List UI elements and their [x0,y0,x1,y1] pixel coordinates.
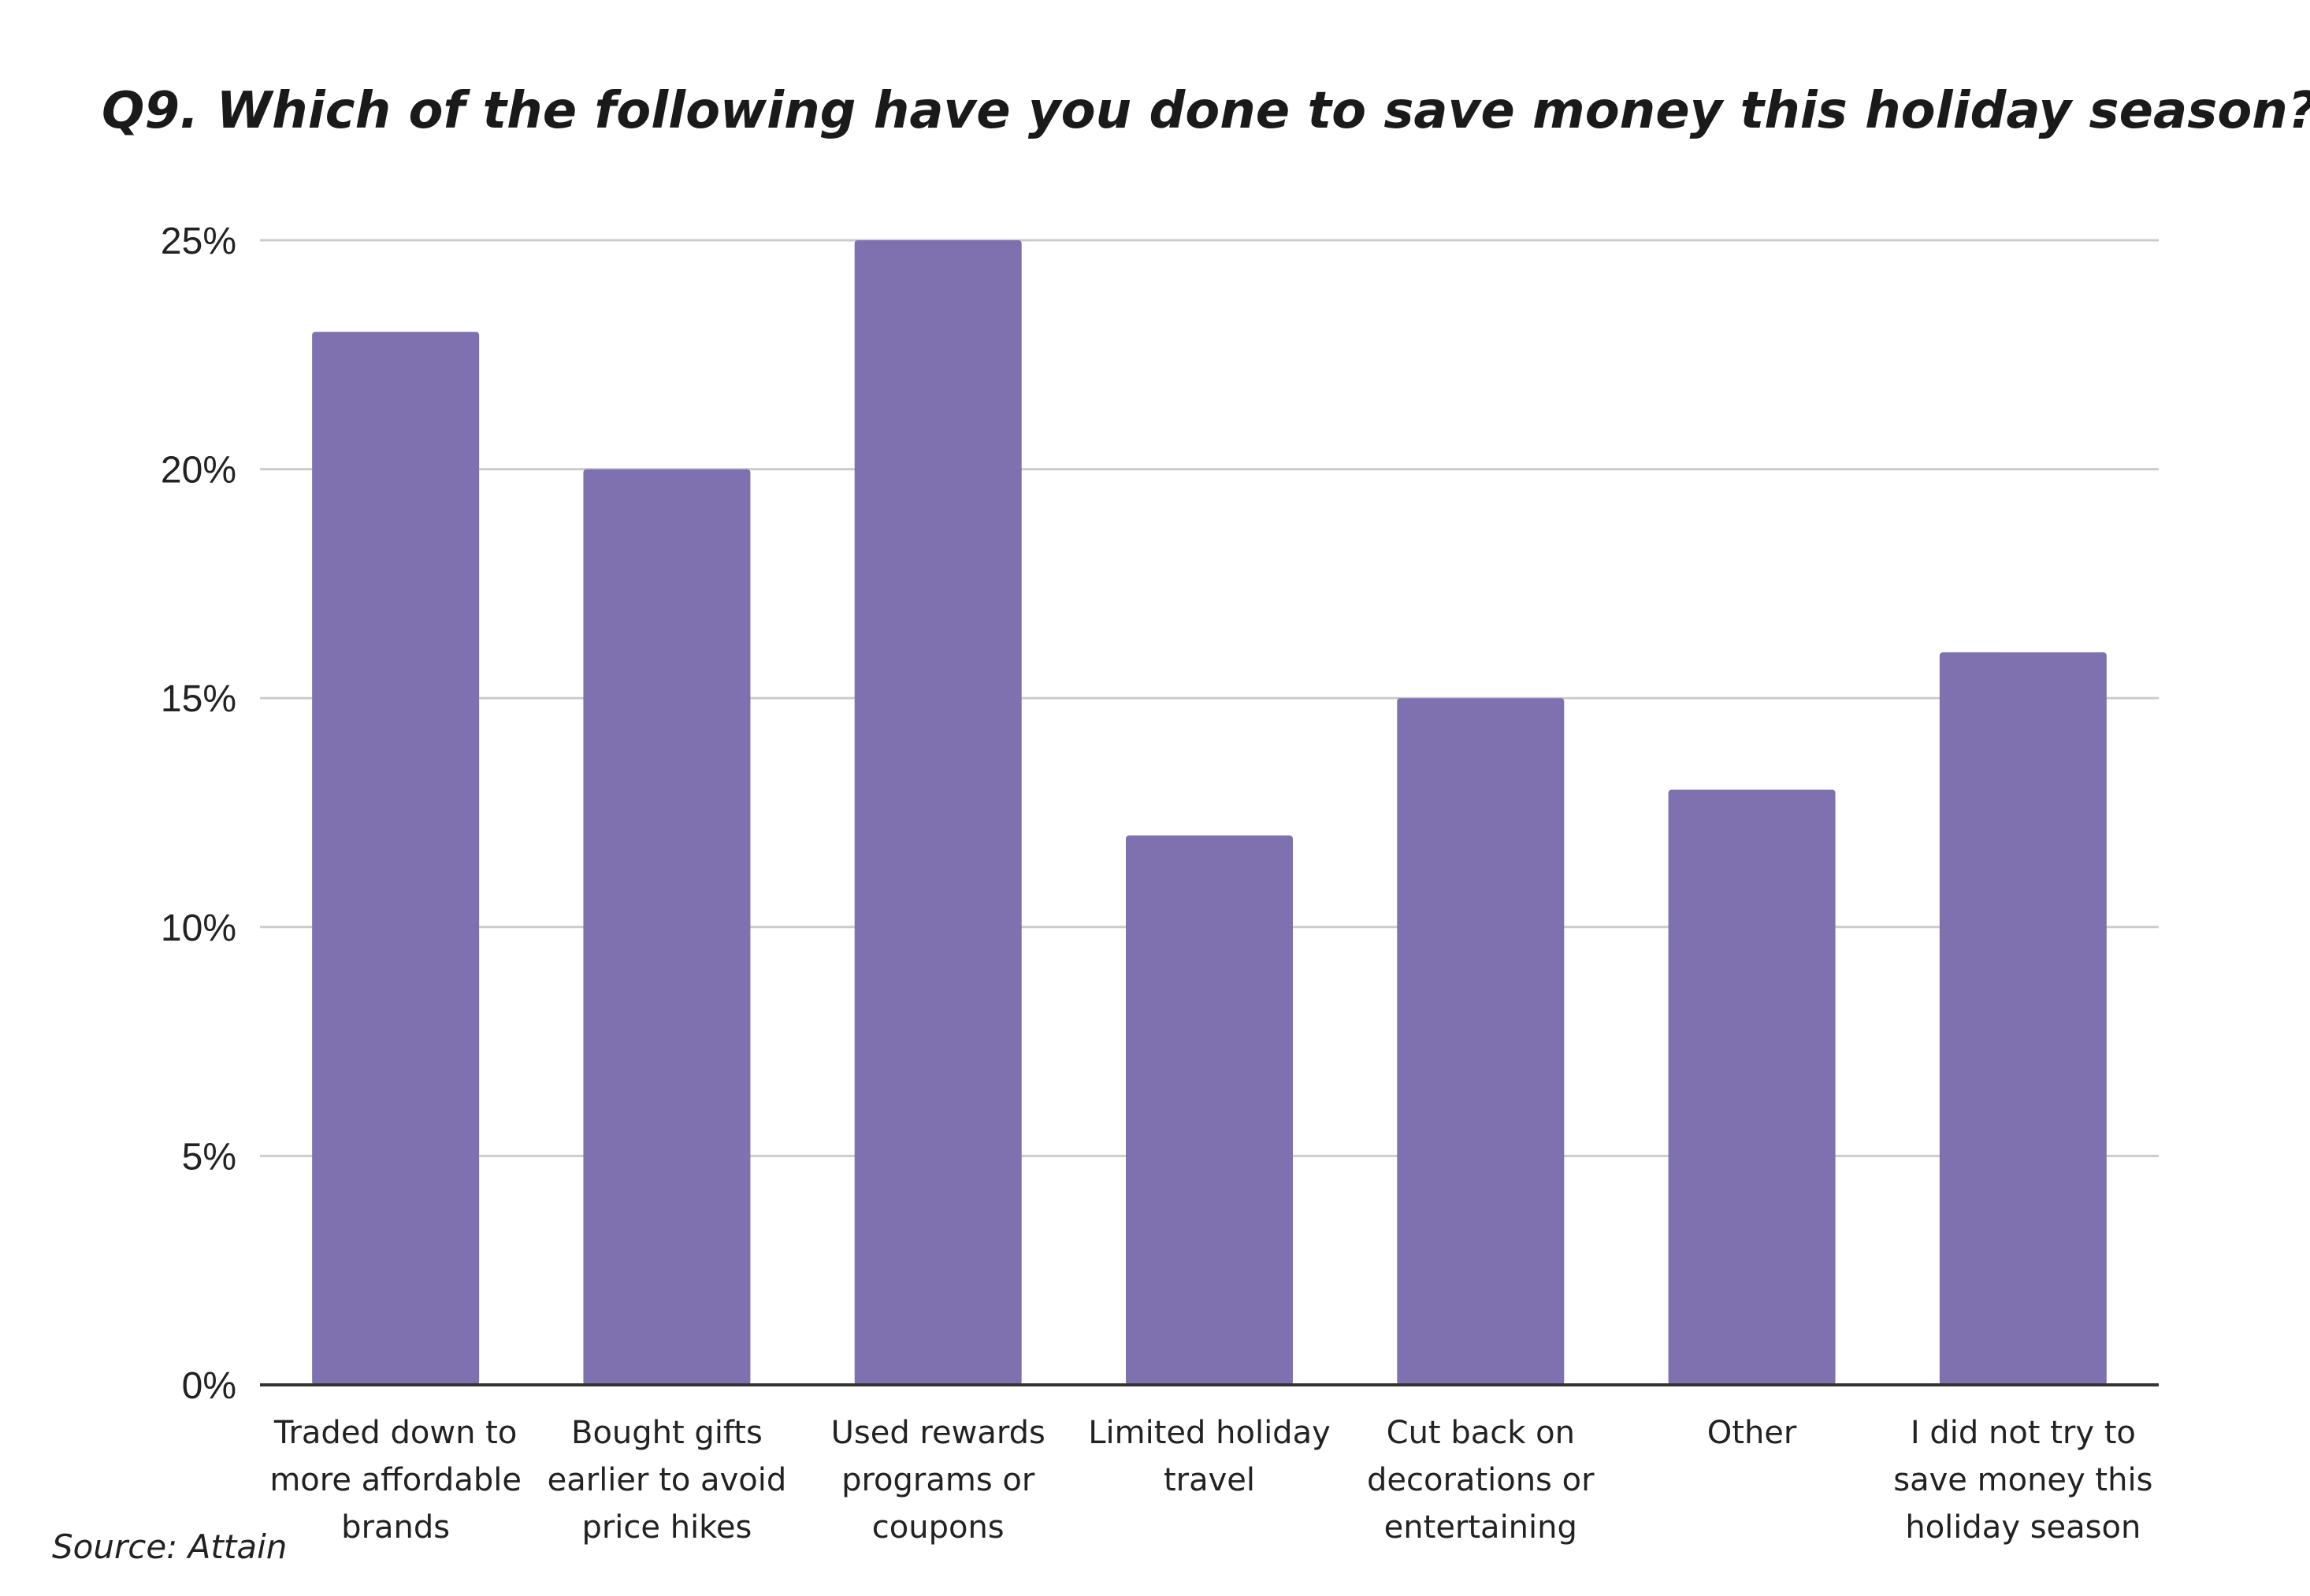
x-category-label-line: Limited holiday [1088,1415,1331,1451]
x-category-label-line: more affordable [269,1462,522,1498]
y-tick-label: 20% [161,450,236,492]
bar [1397,698,1565,1385]
bars [312,240,2107,1385]
x-category-label-line: Cut back on [1387,1415,1575,1451]
bar [1939,652,2107,1385]
x-category-label-line: programs or [841,1462,1035,1498]
x-category-label-line: coupons [872,1509,1005,1546]
x-category-label-line: brands [341,1509,450,1546]
x-category-label-line: earlier to avoid [548,1462,787,1498]
x-category-label-line: Traded down to [273,1415,517,1451]
x-category-label: Limited holiday travel [1088,1415,1331,1498]
x-category-label-line: save money this [1893,1462,2152,1498]
x-category-label: Bought gifts earlier to avoid price hikes [548,1415,787,1546]
y-tick-label: 15% [161,678,236,720]
x-category-label-line: I did not try to [1911,1415,2136,1451]
x-category-label-line: Other [1707,1415,1797,1451]
x-category-label-line: travel [1164,1462,1255,1498]
x-category-label-line: price hikes [581,1509,752,1546]
chart-title: Q9. Which of the following have you done… [102,82,2310,140]
y-tick-label: 5% [182,1136,236,1178]
category-labels: Traded down to more affordable brands Bough… [269,1415,2152,1546]
source-note: Source: Attain [52,1527,287,1566]
x-category-label-line: Bought gifts [571,1415,763,1451]
y-tick-label: 0% [182,1365,236,1407]
x-category-label-line: Used rewards [831,1415,1045,1451]
bar [854,240,1022,1385]
gridlines [260,239,2159,1157]
x-category-label: Traded down to more affordable brands [269,1415,522,1546]
bar [1126,835,1293,1385]
x-category-label-line: decorations or [1367,1462,1595,1498]
x-category-label-line: holiday season [1905,1509,2141,1546]
y-axis-ticks: 0% 5% 10% 15% 20% 25% [161,221,236,1407]
x-category-label: Used rewards programs or coupons [831,1415,1045,1546]
x-category-label: I did not try to save money this holiday s… [1893,1415,2152,1546]
bar [583,469,751,1385]
y-tick-label: 25% [161,221,236,262]
y-tick-label: 10% [161,907,236,949]
bar [1668,789,1836,1385]
x-category-label-line: entertaining [1384,1509,1577,1546]
x-category-label: Cut back on decorations or entertaining [1367,1415,1595,1546]
x-category-label: Other [1707,1415,1797,1451]
bar [312,332,480,1385]
